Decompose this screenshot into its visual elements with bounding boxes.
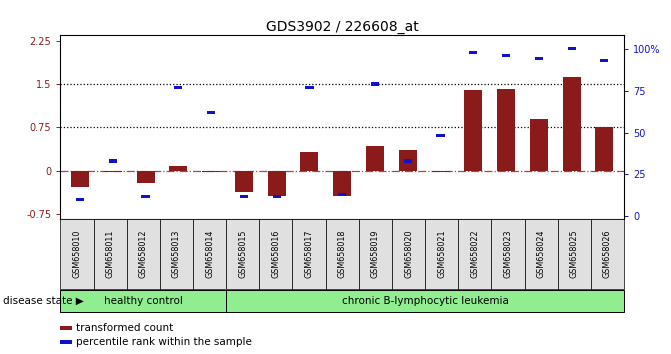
Bar <box>207 111 215 114</box>
Bar <box>137 171 154 183</box>
Bar <box>568 47 576 50</box>
Text: GSM658018: GSM658018 <box>338 230 347 278</box>
Text: chronic B-lymphocytic leukemia: chronic B-lymphocytic leukemia <box>342 296 509 306</box>
Bar <box>305 86 313 89</box>
Bar <box>366 147 384 171</box>
Title: GDS3902 / 226608_at: GDS3902 / 226608_at <box>266 21 419 34</box>
Bar <box>142 195 150 198</box>
Text: transformed count: transformed count <box>76 323 173 333</box>
Text: GSM658022: GSM658022 <box>470 230 479 278</box>
Bar <box>436 134 445 137</box>
Bar <box>301 152 319 171</box>
Text: GSM658012: GSM658012 <box>139 230 148 278</box>
Bar <box>76 198 84 201</box>
Bar <box>235 171 253 193</box>
Bar <box>497 89 515 171</box>
Text: GSM658020: GSM658020 <box>404 230 413 278</box>
Bar <box>371 82 379 86</box>
Text: GSM658023: GSM658023 <box>503 230 513 278</box>
Text: GSM658024: GSM658024 <box>537 230 546 278</box>
Bar <box>404 159 412 162</box>
Text: GSM658014: GSM658014 <box>205 230 214 278</box>
Bar <box>104 171 122 172</box>
Bar <box>502 54 510 57</box>
Bar <box>431 171 450 172</box>
Bar <box>399 150 417 171</box>
Bar <box>530 119 548 171</box>
Text: GSM658026: GSM658026 <box>603 230 612 278</box>
Text: GSM658017: GSM658017 <box>305 230 313 278</box>
Text: GSM658013: GSM658013 <box>172 230 181 278</box>
Text: GSM658025: GSM658025 <box>570 230 579 278</box>
Text: GSM658010: GSM658010 <box>72 230 81 278</box>
Text: GSM658015: GSM658015 <box>238 230 247 278</box>
Bar <box>268 171 286 196</box>
Bar <box>71 171 89 187</box>
Text: GSM658019: GSM658019 <box>371 230 380 278</box>
Text: GSM658021: GSM658021 <box>437 230 446 278</box>
Text: healthy control: healthy control <box>104 296 183 306</box>
Text: disease state ▶: disease state ▶ <box>3 296 84 306</box>
Bar <box>272 195 280 198</box>
Bar <box>562 78 580 171</box>
Text: GSM658011: GSM658011 <box>105 230 115 278</box>
Text: GSM658016: GSM658016 <box>271 230 280 278</box>
Bar <box>202 171 220 172</box>
Bar <box>240 195 248 198</box>
Text: percentile rank within the sample: percentile rank within the sample <box>76 337 252 347</box>
Bar <box>169 166 187 171</box>
Bar <box>109 159 117 162</box>
Bar <box>333 171 351 196</box>
Bar <box>595 127 613 171</box>
Bar <box>535 57 543 61</box>
Bar <box>338 193 346 196</box>
Bar <box>601 59 609 62</box>
Bar <box>469 51 477 54</box>
Bar <box>464 90 482 171</box>
Bar <box>174 86 183 89</box>
